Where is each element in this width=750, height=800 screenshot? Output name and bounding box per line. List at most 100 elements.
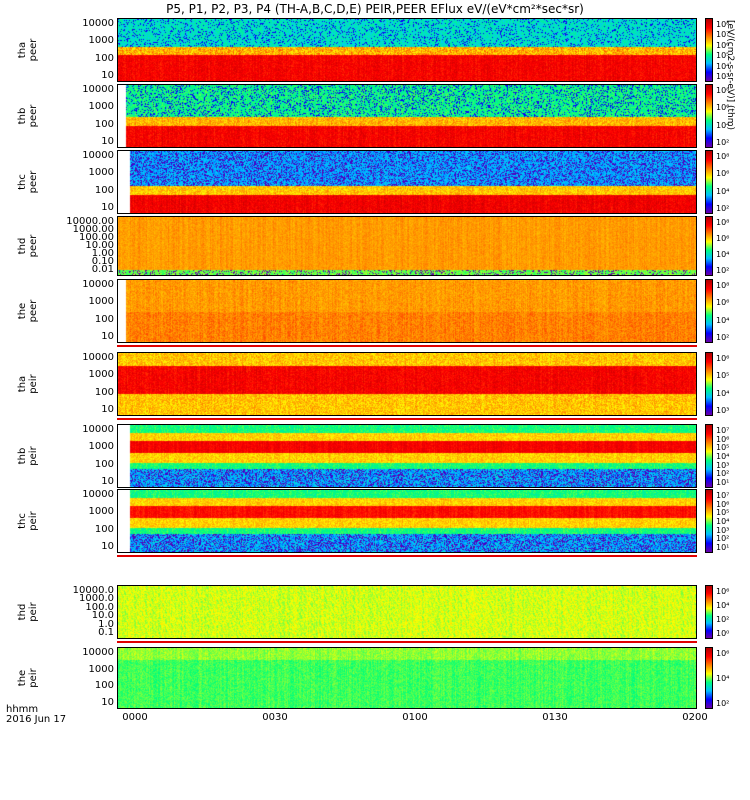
panel-separator — [117, 345, 697, 347]
spectrogram-plot — [117, 489, 697, 553]
colorbar-tick-label: 10⁶ — [716, 649, 729, 658]
colorbar-tick-label: 10⁴ — [716, 316, 729, 325]
colorbar-tick-label: 10⁶ — [716, 298, 729, 307]
spectrogram-canvas — [118, 85, 696, 147]
y-tick-label: 10 — [54, 405, 114, 415]
colorbar-tick-label: 10⁶ — [716, 500, 729, 509]
colorbar-tick-label: 10³ — [716, 526, 729, 535]
y-tick-label: 100 — [54, 120, 114, 130]
spectrogram-plot — [117, 647, 697, 709]
y-tick-label: 100 — [54, 525, 114, 535]
y-tick-label: 100 — [54, 388, 114, 398]
y-tick-label: 1000 — [54, 665, 114, 675]
colorbar-tick-label: 10² — [716, 534, 729, 543]
panel-ylabel: thd peir — [17, 592, 39, 632]
panel-ylabel: the peir — [17, 658, 39, 698]
spectrogram-canvas — [118, 648, 696, 708]
y-tick-label: 10000 — [54, 19, 114, 29]
panel-ylabel: thb peir — [17, 436, 39, 476]
y-tick-label: 1000 — [54, 442, 114, 452]
colorbar-tick-label: 10² — [716, 138, 729, 147]
y-tick-label: 10000 — [54, 280, 114, 290]
colorbar — [705, 150, 713, 214]
y-tick-label: 1000 — [54, 102, 114, 112]
spectrogram-canvas — [118, 353, 696, 415]
colorbar-tick-label: 10⁴ — [716, 187, 729, 196]
spectrogram-plot — [117, 585, 697, 639]
y-tick-label: 1000 — [54, 36, 114, 46]
x-tick-label: 0200 — [682, 712, 707, 723]
colorbar-tick-label: 10¹ — [716, 478, 729, 487]
spectrogram-canvas — [118, 151, 696, 213]
spectrogram-canvas — [118, 217, 696, 275]
panel-ylabel: tha peer — [17, 30, 39, 70]
y-tick-label: 100 — [54, 54, 114, 64]
colorbar-tick-label: 10⁴ — [716, 517, 729, 526]
y-tick-label: 10 — [54, 542, 114, 552]
colorbar-tick-label: 10⁸ — [716, 152, 729, 161]
y-tick-label: 100 — [54, 460, 114, 470]
y-tick-label: 10000 — [54, 648, 114, 658]
spectrogram-canvas — [118, 19, 696, 81]
colorbar-tick-label: 10⁴ — [716, 674, 729, 683]
y-tick-label: 1000 — [54, 297, 114, 307]
y-tick-label: 1000 — [54, 168, 114, 178]
colorbar-tick-label: 10² — [716, 699, 729, 708]
colorbar-tick-label: 10² — [716, 615, 729, 624]
colorbar-tick-label: 10³ — [716, 406, 729, 415]
y-tick-label: 100 — [54, 186, 114, 196]
spectrogram-plot — [117, 352, 697, 416]
colorbar — [705, 279, 713, 343]
spectrogram-plot — [117, 279, 697, 343]
y-tick-label: 0.1 — [54, 628, 114, 638]
panel-separator — [117, 555, 697, 557]
colorbar-tick-label: 10⁸ — [716, 281, 729, 290]
colorbar-tick-label: 10⁸ — [716, 218, 729, 227]
colorbar-tick-label: 10⁵ — [716, 371, 729, 380]
y-tick-label: 1000 — [54, 370, 114, 380]
colorbar-tick-label: 10² — [716, 333, 729, 342]
colorbar — [705, 352, 713, 416]
y-tick-label: 1000 — [54, 507, 114, 517]
y-tick-label: 100 — [54, 315, 114, 325]
colorbar — [705, 489, 713, 553]
x-tick-label: 0030 — [262, 712, 287, 723]
spectrogram-plot — [117, 150, 697, 214]
colorbar-tick-label: 10⁰ — [716, 629, 729, 638]
colorbar-tick-label: 10⁶ — [716, 354, 729, 363]
colorbar-tick-label: 10¹ — [716, 543, 729, 552]
colorbar-tick-label: 10⁶ — [716, 234, 729, 243]
y-tick-label: 10 — [54, 71, 114, 81]
colorbar-tick-label: 10⁶ — [716, 169, 729, 178]
colorbar-tick-label: 10⁵ — [716, 443, 729, 452]
panel-ylabel: the peer — [17, 291, 39, 331]
panel-ylabel: thd peer — [17, 226, 39, 266]
y-tick-label: 10 — [54, 477, 114, 487]
y-tick-label: 10 — [54, 137, 114, 147]
x-tick-label: 0130 — [542, 712, 567, 723]
panel-ylabel: thc peer — [17, 162, 39, 202]
colorbar-tick-label: 10⁶ — [716, 435, 729, 444]
y-tick-label: 10000 — [54, 85, 114, 95]
panel-separator — [117, 418, 697, 420]
panel-ylabel: thb peer — [17, 96, 39, 136]
y-tick-label: 10000 — [54, 151, 114, 161]
colorbar-tick-label: 10⁵ — [716, 508, 729, 517]
spectrogram-plot — [117, 18, 697, 82]
y-tick-label: 10 — [54, 332, 114, 342]
colorbar-tick-label: 10² — [716, 469, 729, 478]
spectrogram-canvas — [118, 280, 696, 342]
colorbar-tick-label: 10⁶ — [716, 587, 729, 596]
y-tick-label: 10 — [54, 203, 114, 213]
y-tick-label: 0.01 — [54, 265, 114, 275]
panel-separator — [117, 641, 697, 643]
colorbar-tick-label: 10⁴ — [716, 452, 729, 461]
panel-ylabel: thc peir — [17, 501, 39, 541]
x-tick-label: 0100 — [402, 712, 427, 723]
colorbar-tick-label: 10⁴ — [716, 601, 729, 610]
colorbar — [705, 424, 713, 488]
spectrogram-canvas — [118, 490, 696, 552]
spectrogram-canvas — [118, 586, 696, 638]
x-tick-label: 0000 — [122, 712, 147, 723]
colorbar-tick-label: 10⁷ — [716, 426, 729, 435]
